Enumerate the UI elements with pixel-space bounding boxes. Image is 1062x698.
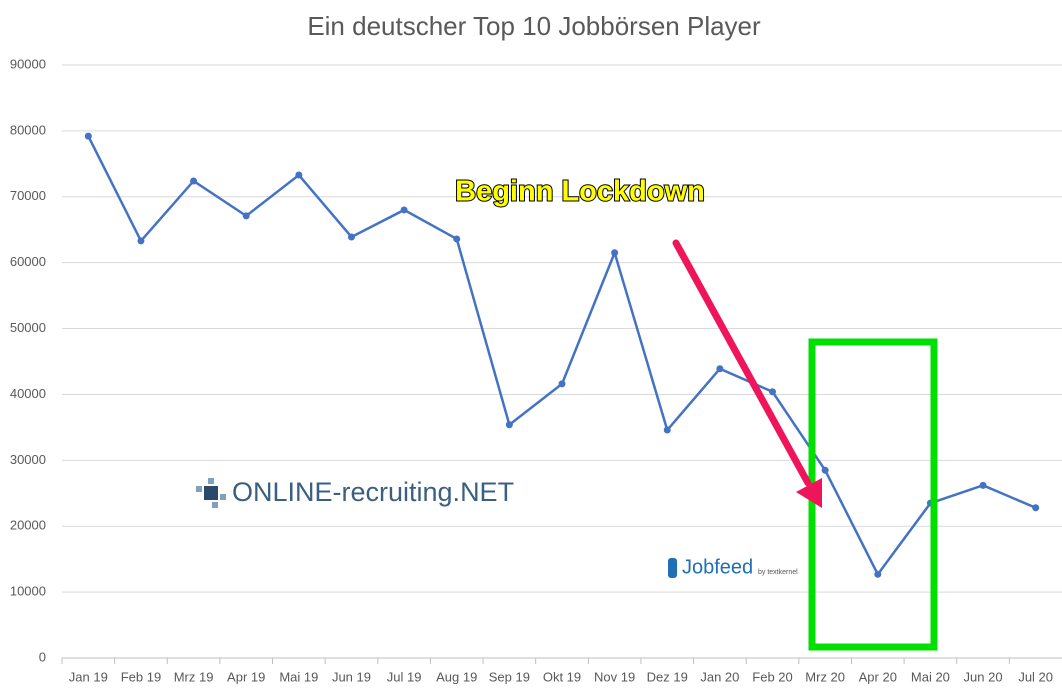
jobfeed-icon [668,558,677,578]
x-tick-label: Jan 20 [700,669,739,684]
logo-icon-core [204,486,218,500]
x-tick-label: Okt 19 [543,669,581,684]
plot-area: 0 10000 20000 30000 40000 50000 60000 70000 8000… [10,56,1062,684]
data-point [979,481,987,489]
data-point [295,171,303,179]
x-tick-label: Aug 19 [436,669,477,684]
data-point [769,388,777,396]
data-point [190,177,198,185]
logo-icon-dot [208,478,214,484]
logo-icon-dot [220,494,226,500]
jobfeed-sub: by textkernel [758,569,798,576]
y-tick-label: 70000 [10,188,46,203]
x-tick-label: Apr 19 [227,669,265,684]
logo-icon-dot [212,502,218,508]
x-tick-label: Apr 20 [859,669,897,684]
x-tick-label: Mrz 20 [805,669,845,684]
y-tick-label: 10000 [10,584,46,599]
data-point [663,426,671,434]
data-point [874,570,882,578]
x-tick-label: Jun 20 [964,669,1003,684]
data-point [453,235,461,243]
x-tick-label: Feb 19 [121,669,161,684]
x-tick-label: Feb 20 [752,669,792,684]
y-tick-label: 60000 [10,254,46,269]
logo-icon-dot [196,486,202,492]
arrow-shaft [672,239,812,487]
data-point [611,249,619,257]
jobfeed-logo: Jobfeed by textkernel [658,550,808,586]
y-tick-label: 30000 [10,452,46,467]
x-tick-label: Jul 19 [387,669,422,684]
data-point [716,365,724,373]
x-tick-label: Mrz 19 [174,669,214,684]
data-point [1032,504,1040,512]
highlight-box [808,338,938,651]
data-point [558,380,566,388]
y-tick-label: 50000 [10,320,46,335]
data-point [505,421,513,429]
x-tick-label: Sep 19 [489,669,530,684]
data-point [137,237,145,245]
x-tick-label: Dez 19 [647,669,688,684]
x-tick-label: Jun 19 [332,669,371,684]
x-tick-label: Mai 19 [279,669,318,684]
y-tick-label: 40000 [10,386,46,401]
x-tick-label: Nov 19 [594,669,635,684]
arrow-head [796,478,822,508]
online-recruiting-logo: ONLINE-recruiting.NET [196,477,514,508]
data-point [347,233,355,241]
jobfeed-text: Jobfeed [682,556,753,578]
data-point [400,206,408,214]
x-tick-label: Jan 19 [69,669,108,684]
x-tick-label: Mai 20 [911,669,950,684]
y-tick-label: 0 [39,649,46,664]
logo-text: ONLINE-recruiting.NET [232,477,514,507]
y-tick-label: 90000 [10,56,46,71]
data-point [242,212,250,220]
data-point [821,466,829,474]
y-tick-label: 80000 [10,122,46,137]
lockdown-label: Beginn Lockdown [455,176,705,208]
x-tick-label: Jul 20 [1018,669,1053,684]
chart-title: Ein deutscher Top 10 Jobbörsen Player [307,11,761,41]
jobfeed-bg [658,550,808,586]
data-point [84,132,92,140]
y-tick-label: 20000 [10,518,46,533]
